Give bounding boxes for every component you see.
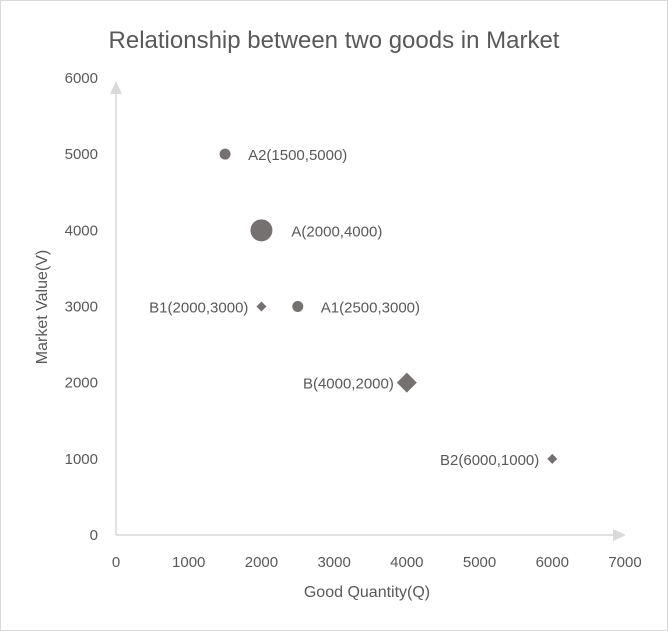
x-tick-label: 1000 [172,554,205,571]
x-tick-labels: 0 1000 2000 3000 4000 5000 6000 7000 [112,554,642,571]
data-label: A1(2500,3000) [321,300,420,317]
x-tick-label: 7000 [608,554,641,571]
x-tick-label: 0 [112,554,120,571]
data-labels: A2(1500,5000) A(2000,4000) B1(2000,3000) A1… [149,147,539,469]
x-tick-label: 5000 [463,554,496,571]
y-tick-labels: 0 1000 2000 3000 4000 5000 6000 [65,70,98,544]
y-tick-label: 4000 [65,222,98,239]
data-point [250,219,273,242]
y-tick-label: 2000 [65,375,98,392]
chart-title: Relationship between two goods in Market [109,27,560,54]
data-label: B1(2000,3000) [149,300,248,317]
data-label: A2(1500,5000) [248,147,347,164]
x-tick-label: 4000 [390,554,423,571]
y-tick-label: 3000 [65,299,98,316]
y-axis-arrow [110,81,122,94]
data-label: A(2000,4000) [291,223,382,240]
x-tick-label: 3000 [317,554,350,571]
x-axis-label: Good Quantity(Q) [304,584,430,601]
x-tick-label: 2000 [245,554,278,571]
data-point [219,148,231,160]
y-tick-label: 5000 [65,146,98,163]
data-label: B2(6000,1000) [440,452,539,469]
data-point [547,453,558,464]
x-axis-arrow [613,529,626,541]
y-tick-label: 1000 [65,451,98,468]
x-tick-label: 6000 [536,554,569,571]
y-tick-label: 0 [90,527,98,544]
y-axis-label: Market Value(V) [34,250,51,364]
data-label: B(4000,2000) [303,376,394,393]
data-point [396,372,417,393]
data-point [256,301,267,312]
data-points [219,148,558,464]
y-tick-label: 6000 [65,70,98,87]
data-point [292,301,304,312]
